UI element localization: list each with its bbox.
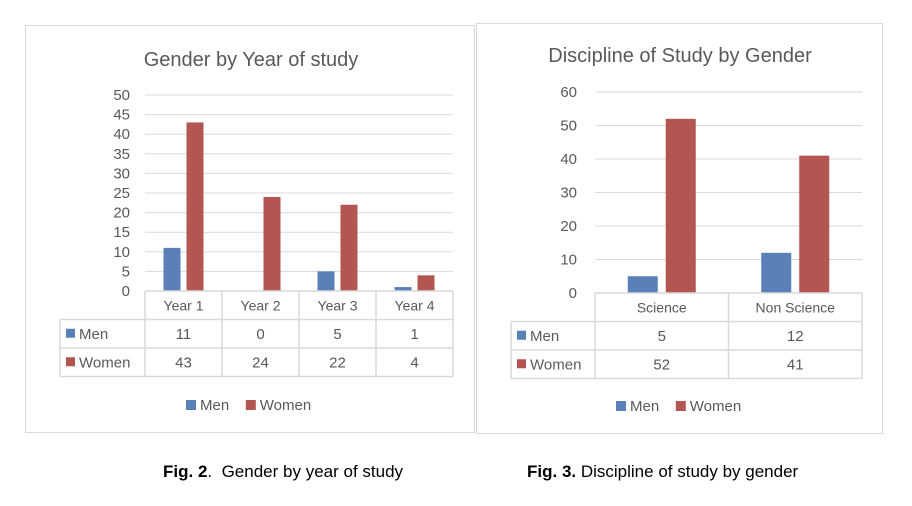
- data-label: 43: [175, 354, 192, 371]
- chart-title: Gender by Year of study: [144, 49, 359, 71]
- chart-discipline-by-gender: Discipline of Study by Gender 0 10 20 30 40 50…: [476, 23, 883, 434]
- caption-text: Discipline of study by gender: [576, 462, 799, 481]
- bar-men-year-4: [394, 287, 412, 291]
- y-tick-label: 40: [560, 151, 577, 168]
- y-tick-label: 20: [560, 218, 577, 235]
- bar-women-non-science: [799, 155, 830, 293]
- legend-key-men: [517, 330, 526, 340]
- data-label: 0: [256, 326, 264, 343]
- legend-key-men: [66, 328, 75, 338]
- y-tick-label: 25: [113, 185, 130, 202]
- legend-swatch-men: [616, 401, 626, 411]
- data-label: 24: [252, 354, 269, 371]
- bar-women-year-1: [186, 122, 204, 291]
- y-tick-label: 0: [122, 283, 130, 300]
- bar-women-year-3: [340, 204, 358, 291]
- legend-key-women: [66, 357, 75, 367]
- table-series-label: Women: [530, 356, 581, 373]
- category-label: Non Science: [756, 299, 836, 315]
- data-label: 5: [333, 326, 341, 343]
- legend-label-women: Women: [260, 397, 311, 414]
- chart-title: Discipline of Study by Gender: [548, 45, 812, 67]
- data-label: 41: [787, 356, 804, 373]
- chart-gender-by-year-svg: Gender by Year of study05101520253035404…: [59, 49, 454, 414]
- y-tick-label: 40: [113, 126, 130, 143]
- legend-swatch-women: [245, 400, 256, 410]
- table-series-label: Men: [79, 326, 108, 343]
- legend-label-women: Women: [690, 398, 741, 415]
- data-label: 12: [787, 328, 804, 345]
- category-label: Science: [637, 299, 687, 315]
- chart-discipline-by-gender-svg: Discipline of Study by Gender 0 10 20 30 40 50…: [510, 45, 863, 415]
- caption-label: Fig. 2: [163, 462, 208, 481]
- bar-men-science: [627, 276, 658, 293]
- y-tick-label: 50: [113, 87, 130, 104]
- legend-key-women: [517, 359, 526, 369]
- category-label: Year 3: [318, 297, 358, 313]
- y-tick-label: 10: [560, 252, 577, 269]
- caption-sep: .: [207, 462, 213, 481]
- y-tick-label: 35: [113, 146, 130, 163]
- y-tick-label: 30: [113, 165, 130, 182]
- data-label: 4: [410, 354, 418, 371]
- category-label: Year 1: [164, 297, 204, 313]
- table-series-label: Women: [79, 354, 130, 371]
- caption-text: Gender by year of study: [212, 462, 404, 481]
- y-tick-label: 30: [560, 185, 577, 202]
- chart-gender-by-year: Gender by Year of study 0 5 10 15 20 25 30 35 40 4…: [25, 25, 475, 433]
- table-series-label: Men: [530, 328, 559, 345]
- category-label: Year 4: [395, 297, 435, 313]
- figure-caption-3: Fig. 3. Discipline of study by gender: [527, 462, 798, 482]
- legend-label-men: Men: [200, 397, 229, 414]
- figure-caption-2: Fig. 2. Gender by year of study: [163, 462, 403, 482]
- y-tick-label: 20: [113, 205, 130, 222]
- legend-swatch-women: [675, 401, 686, 411]
- y-tick-label: 50: [560, 118, 577, 135]
- caption-label: Fig. 3.: [527, 462, 577, 481]
- bar-men-year-3: [317, 271, 335, 291]
- data-label: 1: [410, 326, 418, 343]
- y-tick-label: 10: [113, 244, 130, 261]
- category-label: Year 2: [241, 297, 281, 313]
- data-label: 11: [176, 326, 192, 343]
- bar-women-science: [665, 118, 696, 293]
- y-tick-label: 45: [113, 107, 130, 124]
- data-label: 22: [329, 354, 346, 371]
- data-label: 5: [658, 328, 666, 345]
- y-tick-label: 0: [569, 285, 577, 302]
- bar-women-year-4: [417, 275, 435, 291]
- y-tick-label: 15: [113, 224, 130, 241]
- bar-men-non-science: [761, 252, 792, 293]
- bar-men-year-1: [163, 247, 181, 291]
- bar-women-year-2: [263, 196, 281, 291]
- legend-swatch-men: [186, 400, 196, 410]
- legend-label-men: Men: [630, 398, 659, 415]
- y-tick-label: 60: [560, 84, 577, 101]
- y-tick-label: 5: [122, 263, 130, 280]
- data-label: 52: [653, 356, 670, 373]
